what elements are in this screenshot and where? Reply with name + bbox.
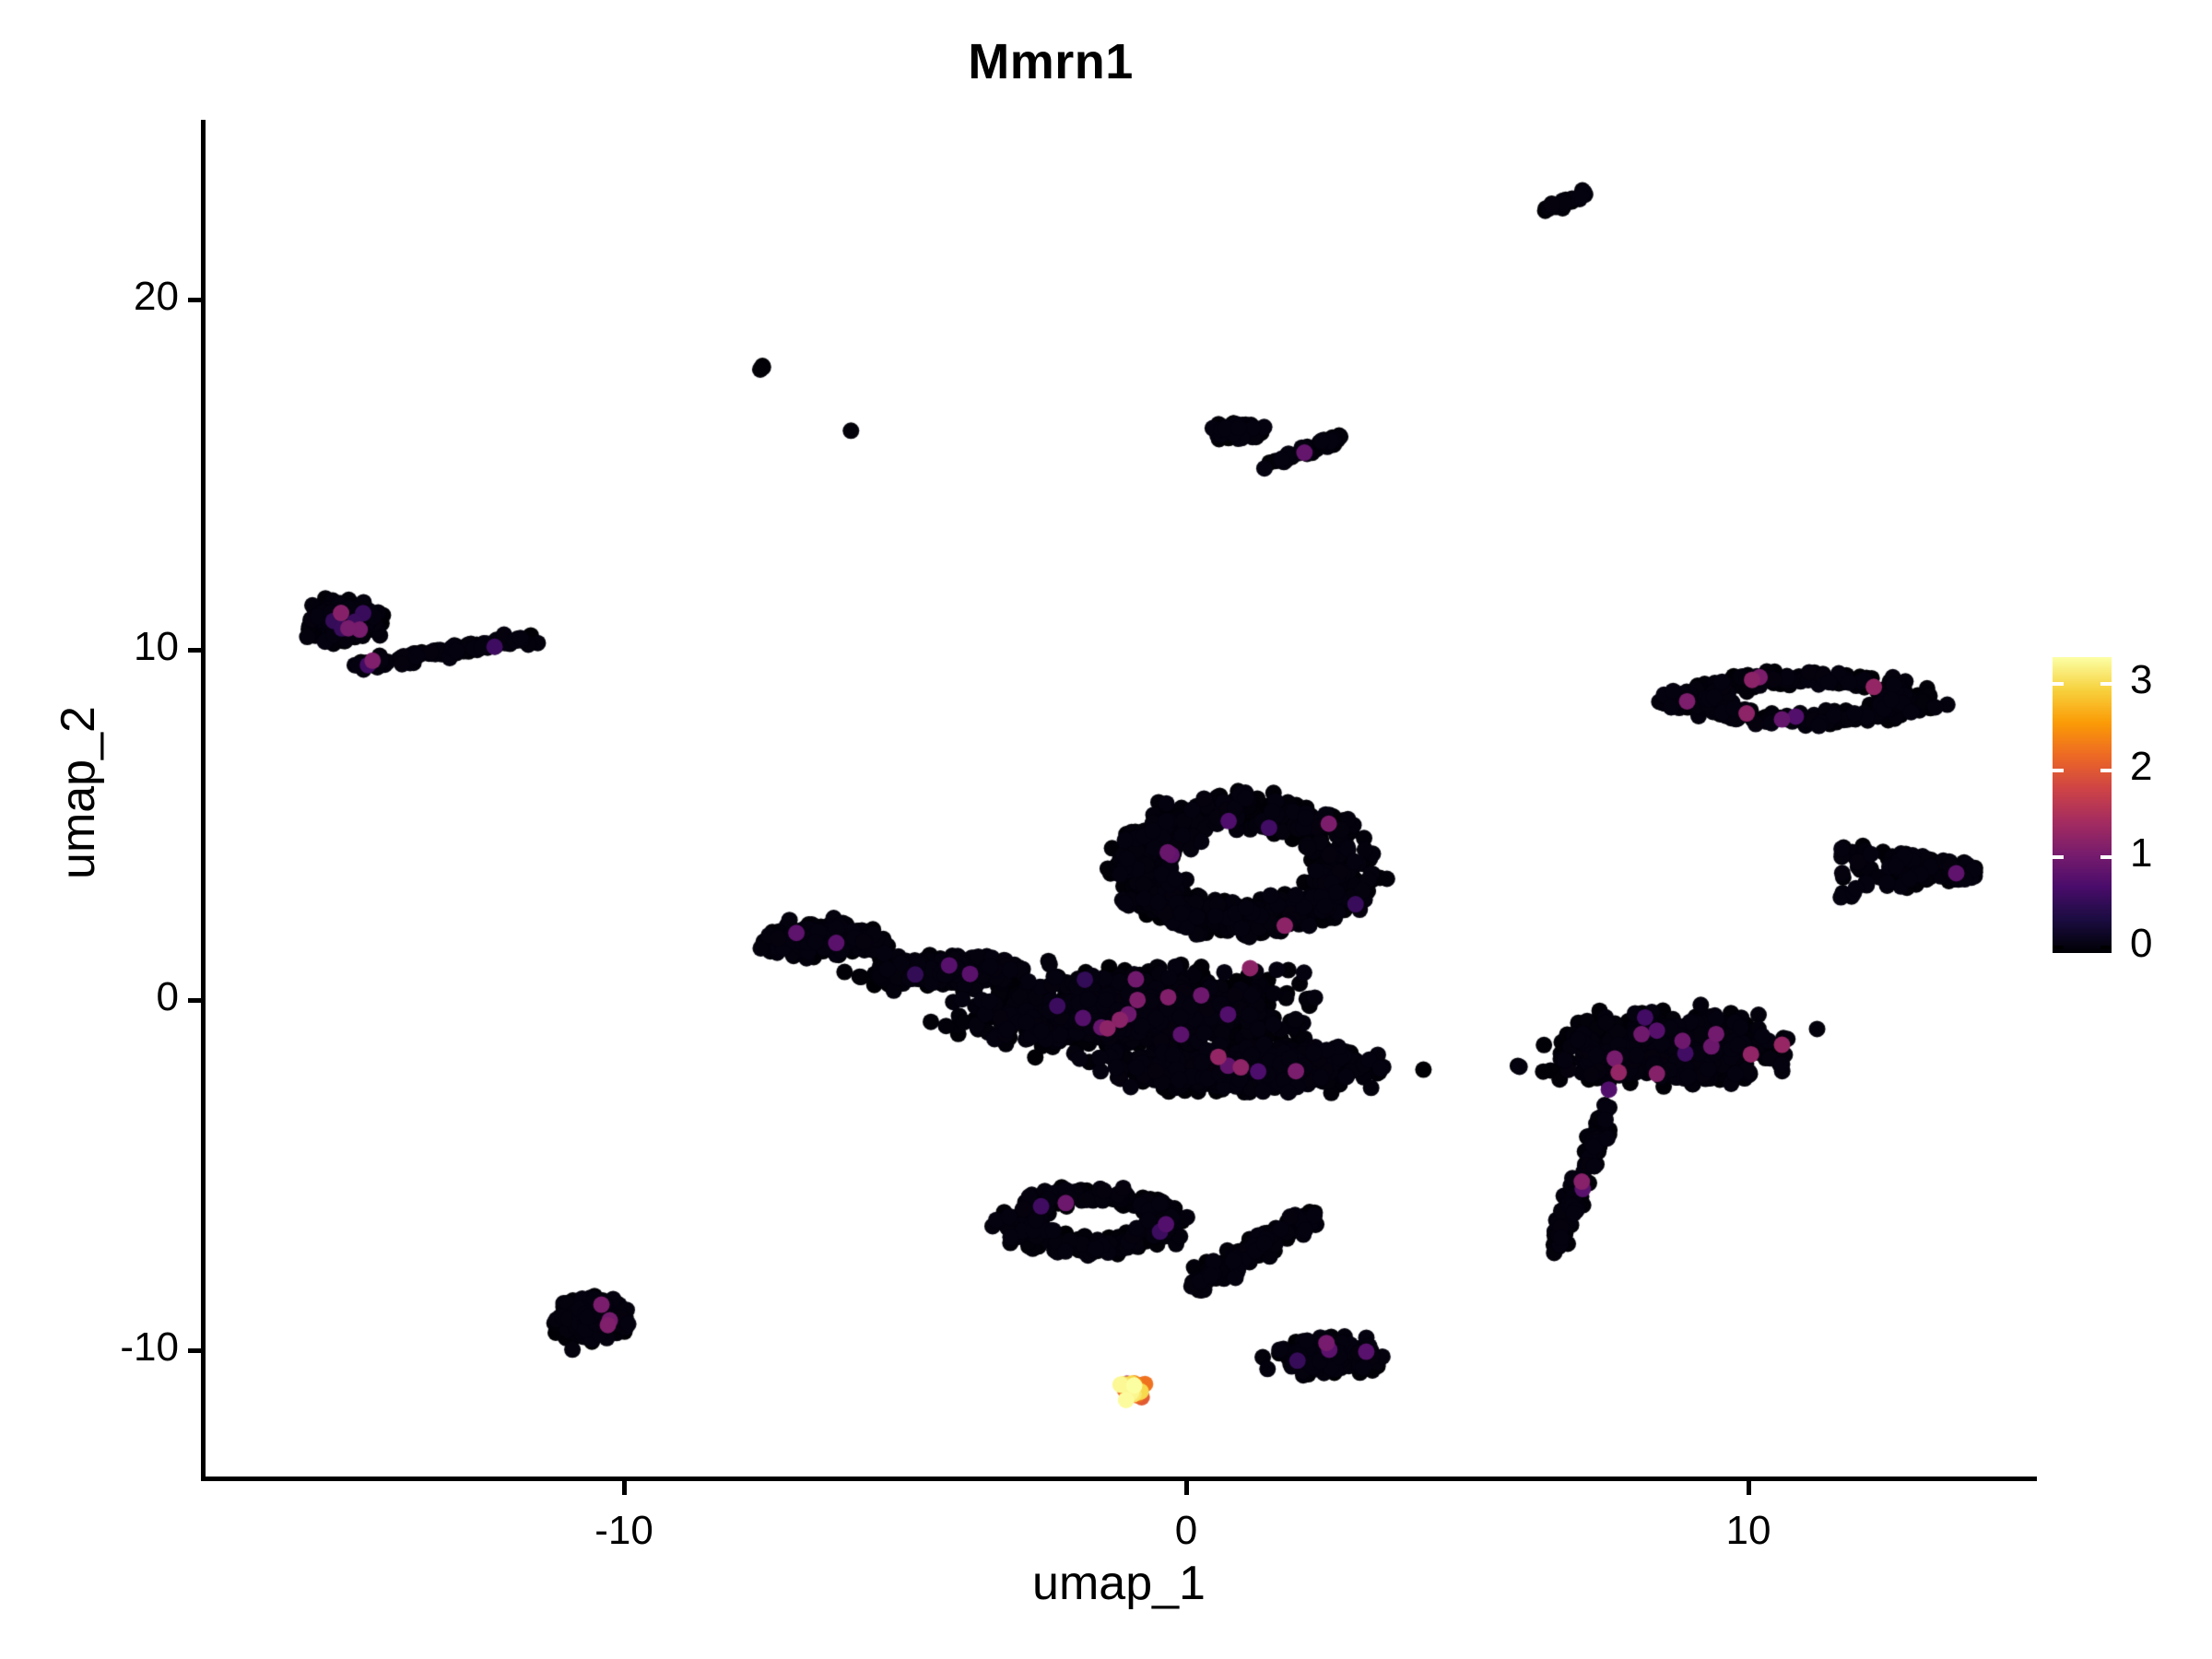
- y-tick-label-0: 0: [156, 974, 179, 1019]
- y-axis-line: [201, 120, 206, 1481]
- x-tick-mark--10: [622, 1480, 627, 1495]
- color-legend: 3 2 1 0: [2053, 657, 2200, 964]
- y-axis-title: umap_2: [52, 706, 105, 879]
- legend-label-1: 1: [2130, 830, 2153, 876]
- y-tick-mark-20: [188, 298, 203, 302]
- y-tick-label-10: 10: [134, 624, 179, 669]
- x-tick-label-10: 10: [1725, 1508, 1771, 1553]
- legend-label-3: 3: [2130, 657, 2153, 702]
- x-axis-title: umap_1: [1032, 1557, 1206, 1610]
- legend-tick-3: [2053, 682, 2112, 686]
- x-tick-mark-0: [1184, 1480, 1189, 1495]
- x-tick-label-0: 0: [1174, 1508, 1198, 1553]
- legend-label-2: 2: [2130, 744, 2153, 789]
- x-axis-line: [201, 1477, 2037, 1481]
- page-title: Mmrn1: [968, 34, 1134, 89]
- scatter-plot-canvas: [205, 120, 2037, 1478]
- x-tick-label--10: -10: [594, 1508, 653, 1553]
- y-tick-label-20: 20: [134, 274, 179, 319]
- y-tick-mark--10: [188, 1348, 203, 1353]
- x-tick-mark-10: [1747, 1480, 1751, 1495]
- y-tick-label--10: -10: [120, 1324, 179, 1370]
- y-tick-mark-0: [188, 998, 203, 1003]
- legend-tick-2: [2053, 769, 2112, 772]
- legend-tick-1: [2053, 855, 2112, 859]
- legend-colorbar: [2053, 657, 2112, 953]
- legend-label-0: 0: [2130, 921, 2153, 966]
- y-tick-mark-10: [188, 648, 203, 653]
- legend-tick-0: [2053, 946, 2112, 949]
